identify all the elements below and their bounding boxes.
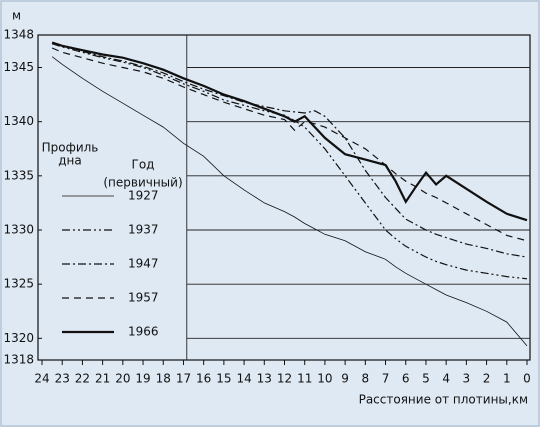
y-tick-label: 1325 bbox=[3, 277, 34, 291]
legend-label: 1957 bbox=[128, 291, 159, 305]
x-tick-label: 16 bbox=[196, 372, 211, 386]
series-line bbox=[51, 56, 528, 347]
x-tick-label: 12 bbox=[277, 372, 292, 386]
x-tick-label: 5 bbox=[422, 372, 430, 386]
x-tick-label: 24 bbox=[34, 372, 49, 386]
x-tick-label: 19 bbox=[135, 372, 150, 386]
y-unit: м bbox=[12, 9, 21, 23]
series-line bbox=[51, 43, 528, 280]
legend-header: (первичный) bbox=[103, 176, 182, 190]
y-tick-label: 1340 bbox=[3, 114, 34, 128]
legend-label: 1947 bbox=[128, 257, 159, 271]
y-tick-label: 1348 bbox=[3, 28, 34, 42]
series-line bbox=[51, 41, 528, 222]
x-tick-label: 14 bbox=[236, 372, 251, 386]
x-tick-label: 6 bbox=[402, 372, 410, 386]
x-tick-label: 13 bbox=[257, 372, 272, 386]
y-tick-label: 1345 bbox=[3, 60, 34, 74]
x-tick-label: 0 bbox=[523, 372, 531, 386]
y-tick-label: 1318 bbox=[3, 353, 34, 367]
y-tick-label: 1320 bbox=[3, 331, 34, 345]
x-tick-label: 7 bbox=[382, 372, 390, 386]
y-tick-label: 1330 bbox=[3, 223, 34, 237]
x-tick-label: 4 bbox=[442, 372, 450, 386]
x-tick-label: 9 bbox=[341, 372, 349, 386]
legend-header: Год bbox=[132, 158, 155, 172]
x-tick-label: 22 bbox=[75, 372, 90, 386]
legend-header: дна bbox=[58, 154, 82, 168]
legend-header: Профиль bbox=[42, 141, 99, 155]
x-axis-label: Расстояние от плотины,км bbox=[359, 393, 528, 407]
x-tick-label: 18 bbox=[156, 372, 171, 386]
x-tick-label: 3 bbox=[463, 372, 471, 386]
x-tick-label: 20 bbox=[115, 372, 130, 386]
x-tick-label: 8 bbox=[362, 372, 370, 386]
x-tick-label: 15 bbox=[216, 372, 231, 386]
x-tick-label: 10 bbox=[317, 372, 332, 386]
x-tick-label: 11 bbox=[297, 372, 312, 386]
x-tick-label: 17 bbox=[176, 372, 191, 386]
legend-label: 1927 bbox=[128, 189, 159, 203]
x-tick-label: 23 bbox=[55, 372, 70, 386]
legend-label: 1966 bbox=[128, 325, 159, 339]
legend-label: 1937 bbox=[128, 223, 159, 237]
y-tick-label: 1335 bbox=[3, 168, 34, 182]
x-tick-label: 21 bbox=[95, 372, 110, 386]
x-tick-label: 1 bbox=[503, 372, 511, 386]
series-line bbox=[51, 43, 528, 258]
x-tick-label: 2 bbox=[483, 372, 491, 386]
